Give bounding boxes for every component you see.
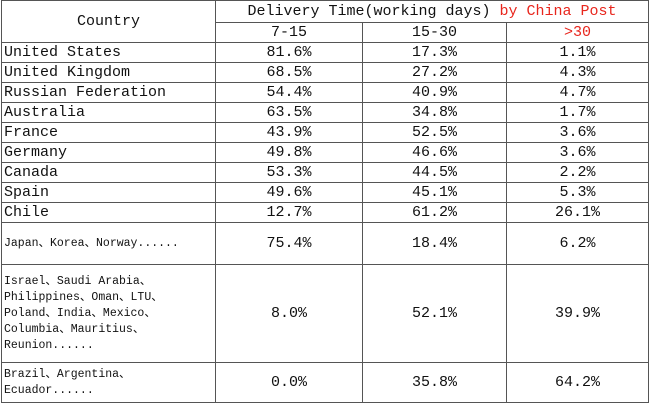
percent-cell: 6.2%: [505, 222, 650, 265]
percent-cell: 44.5%: [362, 162, 507, 183]
country-cell: Japan、Korea、Norway......: [1, 222, 216, 265]
percent-cell: 3.6%: [505, 122, 650, 143]
percent-cell: 53.3%: [215, 162, 363, 183]
table-row: United States 81.6% 17.3% 1.1%: [1, 42, 650, 63]
table-row: Russian Federation 54.4% 40.9% 4.7%: [1, 82, 650, 103]
table-row: Chile 12.7% 61.2% 26.1%: [1, 202, 650, 223]
country-cell: United Kingdom: [1, 62, 216, 83]
percent-cell: 75.4%: [215, 222, 363, 265]
percent-cell: 35.8%: [362, 362, 507, 403]
percent-cell: 1.1%: [505, 42, 650, 63]
table-row: United Kingdom 68.5% 27.2% 4.3%: [1, 62, 650, 83]
percent-cell: 52.1%: [362, 264, 507, 363]
percent-cell: 81.6%: [215, 42, 363, 63]
header-row: Country Delivery Time(working days) by C…: [1, 0, 650, 43]
country-cell: Spain: [1, 182, 216, 203]
percent-cell: 49.8%: [215, 142, 363, 163]
title-header: Delivery Time(working days) by China Pos…: [214, 0, 650, 23]
country-cell: France: [1, 122, 216, 143]
column-header: 7-15: [215, 22, 363, 43]
percent-cell: 49.6%: [215, 182, 363, 203]
percent-cell: 46.6%: [362, 142, 507, 163]
percent-cell: 39.9%: [505, 264, 650, 363]
table-row: Brazil、Argentina、 Ecuador...... 0.0% 35.8%…: [1, 362, 650, 403]
percent-cell: 8.0%: [215, 264, 363, 363]
table-row: France 43.9% 52.5% 3.6%: [1, 122, 650, 143]
table-row: Germany 49.8% 46.6% 3.6%: [1, 142, 650, 163]
column-header: 15-30: [362, 22, 507, 43]
table-row: Israel、Saudi Arabia、 Philippines、Oman、LT…: [1, 264, 650, 363]
country-cell: United States: [1, 42, 216, 63]
percent-cell: 26.1%: [505, 202, 650, 223]
table-body: United States 81.6% 17.3% 1.1% United Kingdo…: [1, 42, 650, 403]
percent-cell: 45.1%: [362, 182, 507, 203]
table-row: Canada 53.3% 44.5% 2.2%: [1, 162, 650, 183]
percent-cell: 12.7%: [215, 202, 363, 223]
percent-cell: 27.2%: [362, 62, 507, 83]
percent-cell: 68.5%: [215, 62, 363, 83]
percent-cell: 54.4%: [215, 82, 363, 103]
percent-cell: 4.3%: [505, 62, 650, 83]
percent-cell: 0.0%: [215, 362, 363, 403]
country-cell: Brazil、Argentina、 Ecuador......: [1, 362, 216, 403]
country-cell: Canada: [1, 162, 216, 183]
percent-cell: 3.6%: [505, 142, 650, 163]
table-row: Japan、Korea、Norway...... 75.4% 18.4% 6.2%: [1, 222, 650, 265]
percent-cell: 40.9%: [362, 82, 507, 103]
percent-cell: 18.4%: [362, 222, 507, 265]
percent-cell: 17.3%: [362, 42, 507, 63]
percent-cell: 61.2%: [362, 202, 507, 223]
table-row: Spain 49.6% 45.1% 5.3%: [1, 182, 650, 203]
table-row: Australia 63.5% 34.8% 1.7%: [1, 102, 650, 123]
country-cell: Australia: [1, 102, 216, 123]
country-cell: Russian Federation: [1, 82, 216, 103]
source: by China Post: [499, 3, 617, 20]
percent-cell: 1.7%: [505, 102, 650, 123]
column-header: >30: [505, 22, 650, 43]
percent-cell: 34.8%: [362, 102, 507, 123]
percent-cell: 63.5%: [215, 102, 363, 123]
percent-cell: 5.3%: [505, 182, 650, 203]
title: Delivery Time(working days): [247, 3, 491, 20]
percent-cell: 43.9%: [215, 122, 363, 143]
percent-cell: 64.2%: [505, 362, 650, 403]
country-header: Country: [1, 0, 216, 43]
percent-cell: 52.5%: [362, 122, 507, 143]
country-cell: Germany: [1, 142, 216, 163]
country-cell: Chile: [1, 202, 216, 223]
percent-cell: 4.7%: [505, 82, 650, 103]
country-cell: Israel、Saudi Arabia、 Philippines、Oman、LT…: [1, 264, 216, 363]
percent-cell: 2.2%: [505, 162, 650, 183]
